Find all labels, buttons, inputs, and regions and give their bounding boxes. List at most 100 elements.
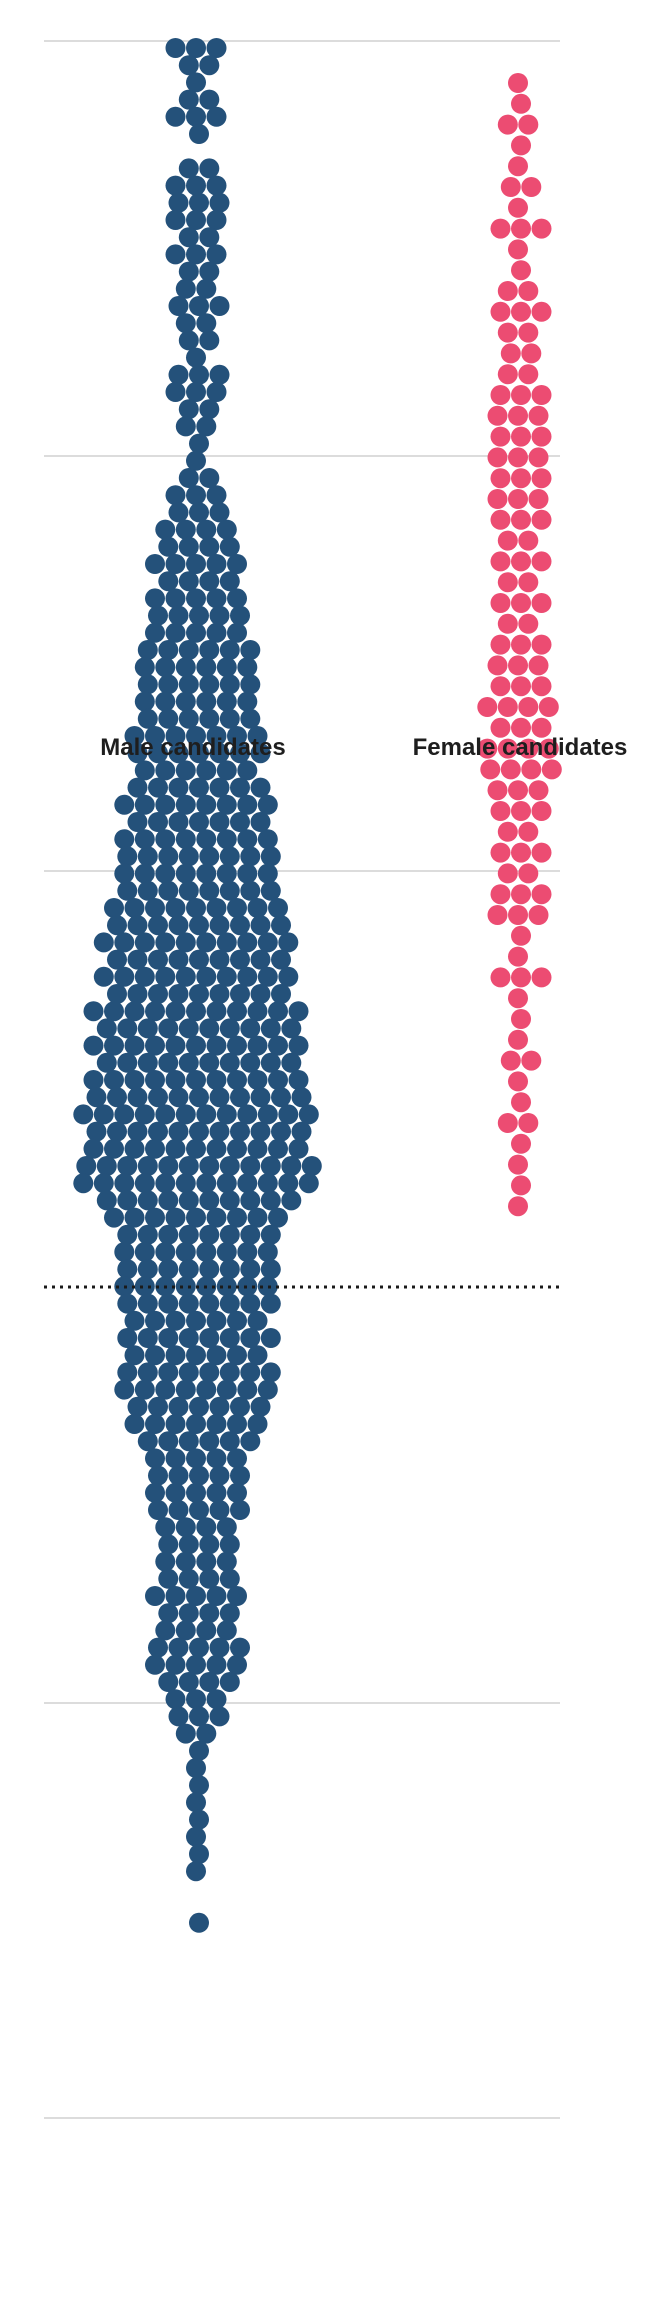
- female-dot: [528, 655, 549, 676]
- male-dot: [158, 708, 179, 729]
- female-dot: [487, 447, 508, 468]
- male-dot: [206, 1207, 227, 1228]
- male-dot: [114, 794, 135, 815]
- male-dot: [155, 1517, 176, 1538]
- male-dot: [175, 1723, 196, 1744]
- male-dot: [260, 1190, 281, 1211]
- male-dot: [227, 1001, 247, 1022]
- male-dot: [216, 829, 237, 850]
- male-dot: [124, 1345, 145, 1366]
- male-dot: [209, 777, 230, 798]
- female-dot: [531, 385, 552, 405]
- male-dot: [124, 1207, 145, 1228]
- male-dot: [227, 1482, 247, 1503]
- female-dot: [490, 468, 511, 489]
- male-dot: [165, 38, 186, 58]
- male-dot: [175, 1517, 196, 1538]
- male-dot: [134, 863, 155, 884]
- male-dot: [107, 949, 127, 970]
- male-dot: [134, 691, 155, 712]
- male-dot: [209, 192, 230, 213]
- male-dot: [158, 536, 179, 557]
- male-dot: [178, 468, 199, 488]
- male-dot: [206, 485, 227, 506]
- female-dot: [508, 156, 528, 177]
- male-dot: [175, 1379, 196, 1400]
- female-dot: [508, 988, 528, 1009]
- male-dot: [134, 657, 155, 678]
- male-dot: [189, 915, 209, 936]
- male-dot: [165, 726, 186, 746]
- male-dot: [186, 1001, 206, 1022]
- male-dot: [155, 966, 176, 987]
- male-dot: [124, 1035, 145, 1056]
- female-dot: [490, 218, 511, 239]
- male-dot: [237, 1173, 258, 1194]
- male-dot: [196, 966, 217, 987]
- male-dot: [206, 1345, 227, 1366]
- male-dot: [278, 1104, 299, 1125]
- male-dot: [257, 1379, 278, 1400]
- male-dot: [178, 846, 199, 867]
- male-dot: [227, 898, 247, 918]
- male-dot: [83, 1070, 104, 1090]
- male-dot: [145, 554, 165, 574]
- male-dot: [168, 1396, 189, 1417]
- male-dot: [250, 949, 271, 970]
- male-dot: [219, 1259, 240, 1280]
- male-dot: [281, 1156, 302, 1176]
- male-dot: [155, 1551, 176, 1572]
- male-dot: [189, 1706, 209, 1727]
- male-dot: [199, 1431, 220, 1452]
- male-dot: [219, 846, 240, 867]
- male-dot: [230, 1465, 250, 1486]
- male-dot: [134, 932, 155, 953]
- male-dot: [175, 519, 196, 540]
- male-dot: [250, 1087, 271, 1108]
- male-dot: [260, 1224, 281, 1245]
- female-dot: [528, 447, 549, 468]
- female-dot: [538, 697, 559, 717]
- male-dot: [199, 261, 220, 282]
- male-dot: [240, 1362, 261, 1383]
- male-dot: [186, 1035, 206, 1056]
- male-dot: [117, 1018, 138, 1039]
- female-dot: [477, 738, 498, 759]
- male-dot: [247, 1414, 268, 1434]
- male-dot: [137, 1259, 158, 1280]
- male-dot: [178, 1672, 199, 1692]
- male-dot: [240, 1259, 261, 1280]
- male-dot: [268, 1070, 288, 1090]
- male-dot: [237, 657, 258, 678]
- male-dot: [178, 880, 199, 901]
- male-dot: [206, 1310, 227, 1331]
- male-dot: [178, 1431, 199, 1452]
- male-dot: [117, 1259, 138, 1280]
- male-dot: [158, 1534, 179, 1555]
- male-dot: [145, 1654, 165, 1675]
- male-dot: [219, 1293, 240, 1314]
- male-dot: [268, 1035, 288, 1056]
- male-dot: [168, 192, 189, 213]
- male-dot: [196, 1242, 217, 1262]
- male-dot: [168, 1500, 189, 1520]
- male-dot: [178, 55, 199, 76]
- male-dot: [301, 1156, 322, 1176]
- male-dot: [240, 1190, 261, 1211]
- male-dot: [178, 158, 199, 179]
- male-dot: [189, 502, 209, 523]
- female-dot: [531, 468, 552, 489]
- male-dot: [227, 1035, 247, 1056]
- male-dot: [196, 1173, 217, 1194]
- male-dot: [240, 1018, 261, 1039]
- male-dot: [165, 210, 186, 230]
- female-dot: [531, 218, 552, 239]
- female-dot: [490, 385, 511, 405]
- male-dot: [250, 984, 271, 1004]
- male-dot: [178, 640, 199, 660]
- male-dot: [117, 1190, 138, 1211]
- male-dot: [165, 1310, 186, 1331]
- male-dot: [134, 1173, 155, 1194]
- male-dot: [237, 829, 258, 850]
- male-dot: [96, 1052, 117, 1073]
